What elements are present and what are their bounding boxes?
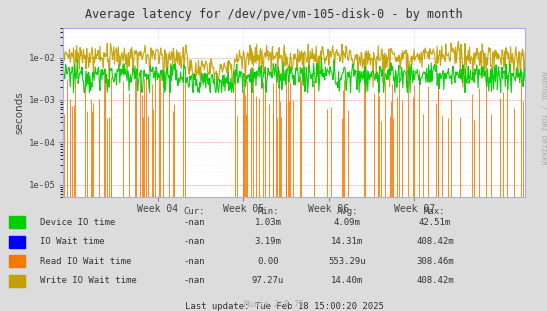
- Text: Write IO Wait time: Write IO Wait time: [40, 276, 137, 285]
- Text: 553.29u: 553.29u: [329, 257, 366, 266]
- Text: Last update: Tue Feb 18 15:00:20 2025: Last update: Tue Feb 18 15:00:20 2025: [185, 302, 384, 311]
- Text: 4.09m: 4.09m: [334, 218, 361, 226]
- Text: 3.19m: 3.19m: [254, 237, 282, 246]
- Text: Read IO Wait time: Read IO Wait time: [40, 257, 131, 266]
- Text: 14.40m: 14.40m: [331, 276, 363, 285]
- Text: RRDTOOL / TOBI OETIKER: RRDTOOL / TOBI OETIKER: [540, 72, 546, 165]
- Text: 0.00: 0.00: [257, 257, 279, 266]
- Text: Average latency for /dev/pve/vm-105-disk-0 - by month: Average latency for /dev/pve/vm-105-disk…: [85, 8, 462, 21]
- Text: Min:: Min:: [257, 207, 279, 216]
- Text: -nan: -nan: [183, 257, 205, 266]
- Text: -nan: -nan: [183, 237, 205, 246]
- Text: 408.42m: 408.42m: [416, 276, 453, 285]
- Text: -nan: -nan: [183, 218, 205, 226]
- Text: 97.27u: 97.27u: [252, 276, 284, 285]
- Text: 14.31m: 14.31m: [331, 237, 363, 246]
- Text: IO Wait time: IO Wait time: [40, 237, 104, 246]
- Text: 308.46m: 308.46m: [416, 257, 453, 266]
- Text: -nan: -nan: [183, 276, 205, 285]
- Text: 1.03m: 1.03m: [254, 218, 282, 226]
- Text: Device IO time: Device IO time: [40, 218, 115, 226]
- Y-axis label: seconds: seconds: [15, 91, 25, 134]
- Text: Avg:: Avg:: [336, 207, 358, 216]
- Text: Cur:: Cur:: [183, 207, 205, 216]
- Text: Max:: Max:: [424, 207, 446, 216]
- Text: 408.42m: 408.42m: [416, 237, 453, 246]
- Text: Munin 2.0.75: Munin 2.0.75: [243, 300, 304, 309]
- Text: 42.51m: 42.51m: [419, 218, 451, 226]
